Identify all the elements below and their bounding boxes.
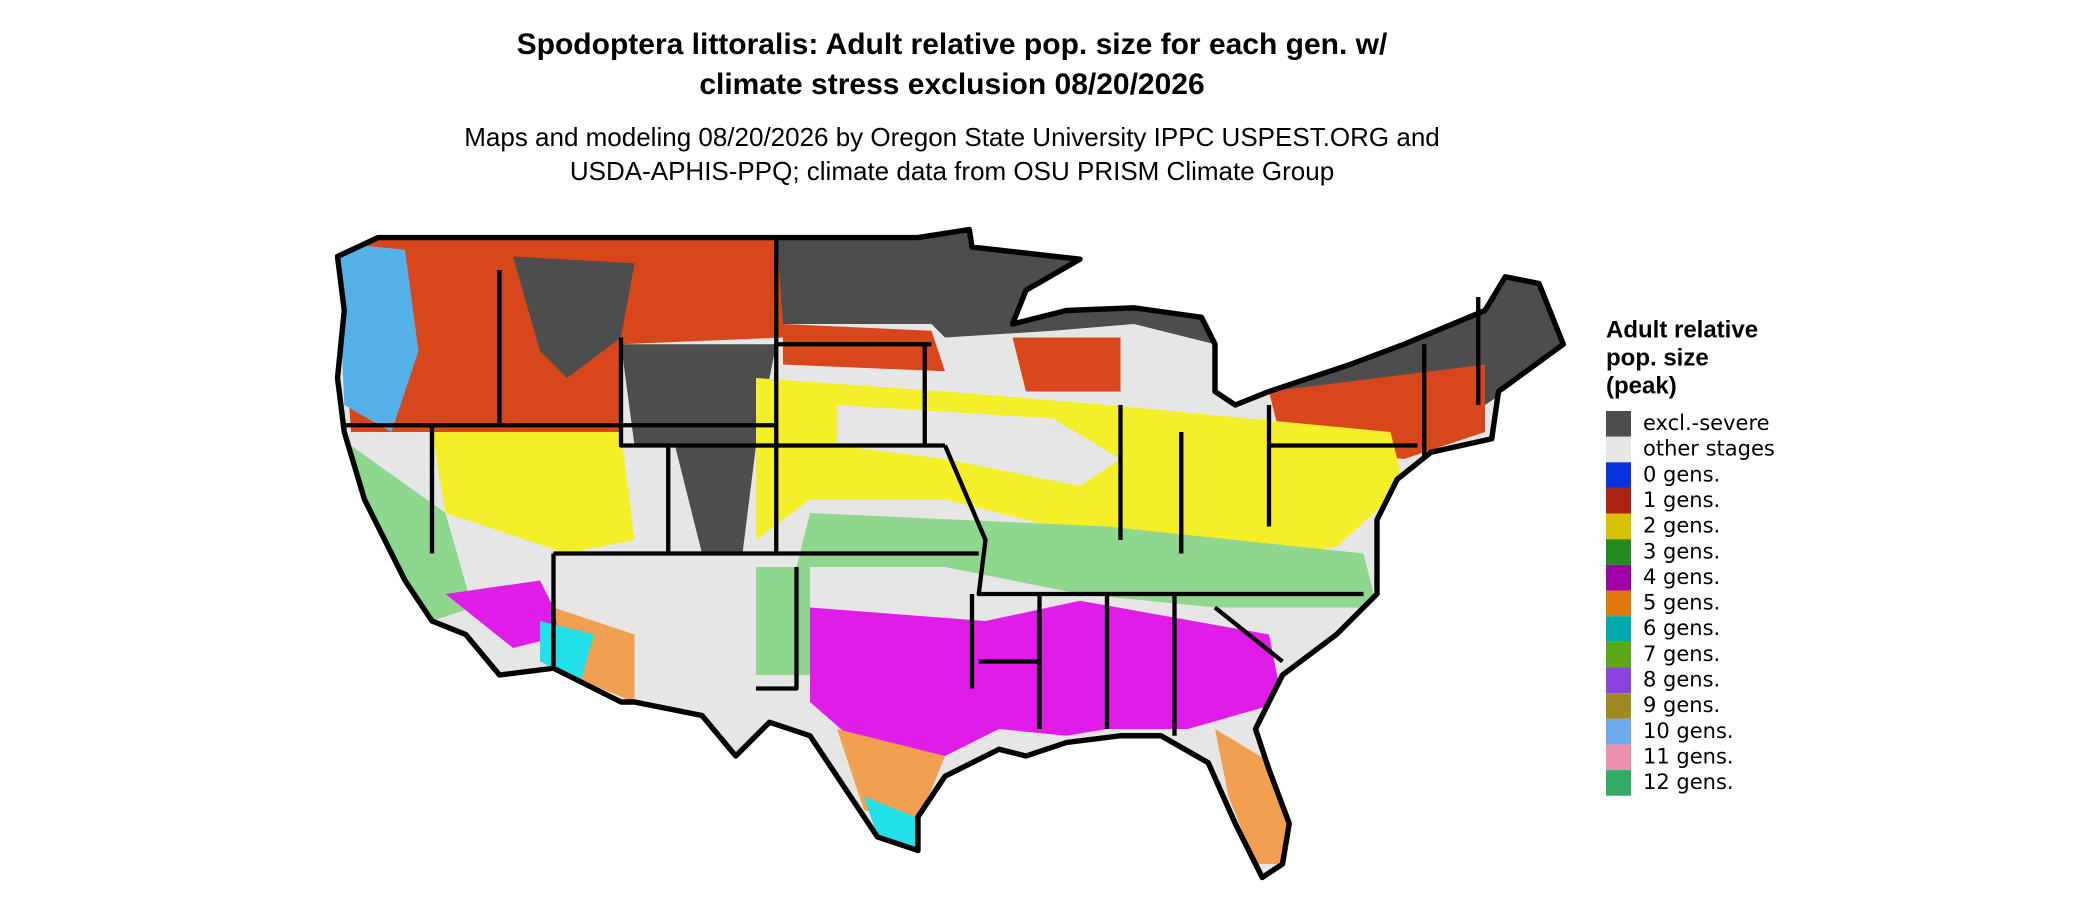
title: Spodoptera littoralis: Adult relative po… <box>517 28 1388 61</box>
legend-label: 10 gens. <box>1643 719 1734 743</box>
legend-swatch <box>1606 770 1631 796</box>
legend-swatch <box>1606 436 1631 463</box>
subtitle: USDA-APHIS-PPQ; climate data from OSU PR… <box>570 156 1334 186</box>
legend-swatch <box>1606 641 1631 668</box>
legend-swatch <box>1606 564 1631 591</box>
legend-label: 6 gens. <box>1643 616 1720 640</box>
legend-label: 0 gens. <box>1643 462 1720 486</box>
legend-swatch <box>1606 718 1631 745</box>
legend-label: 11 gens. <box>1643 744 1734 768</box>
legend-swatch <box>1606 616 1631 642</box>
legend-label: 2 gens. <box>1643 514 1720 538</box>
legend-label: 12 gens. <box>1643 770 1734 794</box>
legend-swatch <box>1606 513 1631 540</box>
legend-swatch <box>1606 667 1631 694</box>
legend-swatch <box>1606 693 1631 719</box>
legend-label: 5 gens. <box>1643 591 1720 615</box>
legend-title: (peak) <box>1606 372 1677 399</box>
legend-swatch <box>1606 411 1631 437</box>
legend-swatch <box>1606 590 1631 617</box>
legend-label: 8 gens. <box>1643 668 1720 692</box>
map <box>334 226 1567 881</box>
legend-title: Adult relative <box>1606 316 1758 343</box>
legend-label: 7 gens. <box>1643 642 1720 666</box>
legend-title: pop. size <box>1606 344 1709 371</box>
legend-label: other stages <box>1643 437 1775 461</box>
legend-label: excl.-severe <box>1643 411 1770 435</box>
legend-swatch <box>1606 744 1631 771</box>
legend-label: 1 gens. <box>1643 488 1720 512</box>
legend-swatch <box>1606 487 1631 514</box>
legend-swatch <box>1606 539 1631 565</box>
legend-swatch <box>1606 462 1631 488</box>
legend-label: 9 gens. <box>1643 693 1720 717</box>
legend-label: 4 gens. <box>1643 565 1720 589</box>
subtitle: Maps and modeling 08/20/2026 by Oregon S… <box>464 122 1440 152</box>
legend-label: 3 gens. <box>1643 539 1720 563</box>
title: climate stress exclusion 08/20/2026 <box>699 68 1204 101</box>
